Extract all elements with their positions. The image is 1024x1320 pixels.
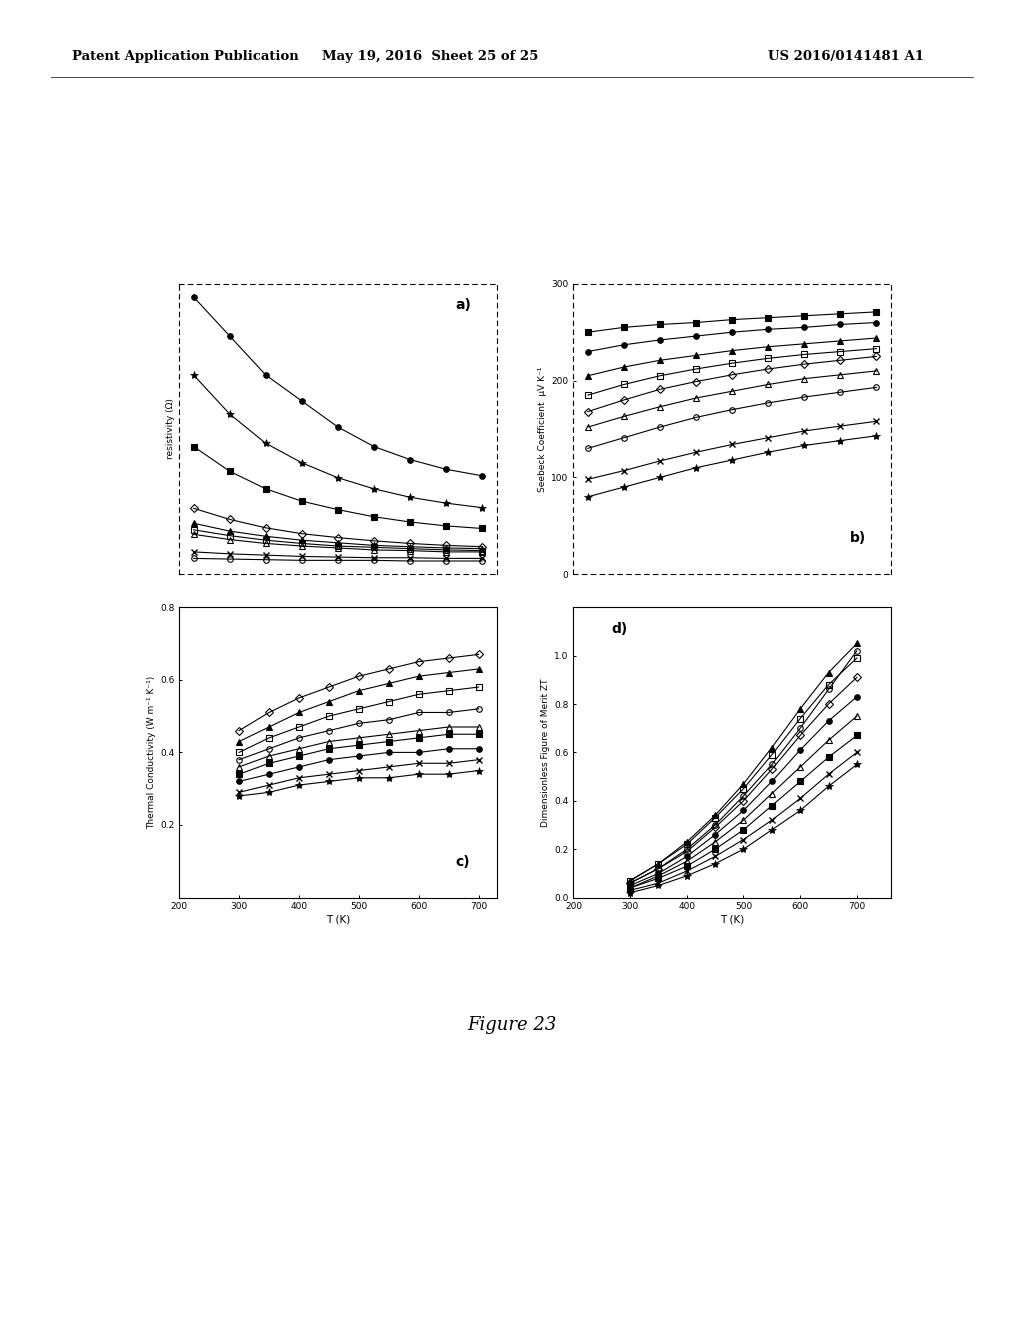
- Text: a): a): [456, 298, 471, 313]
- Text: d): d): [611, 622, 628, 636]
- Y-axis label: Seebeck Coefficient  μV K⁻¹: Seebeck Coefficient μV K⁻¹: [539, 367, 547, 491]
- Text: May 19, 2016  Sheet 25 of 25: May 19, 2016 Sheet 25 of 25: [322, 50, 539, 63]
- X-axis label: T (K): T (K): [326, 915, 350, 924]
- Y-axis label: Thermal Conductivity (W m⁻¹ K⁻¹): Thermal Conductivity (W m⁻¹ K⁻¹): [146, 676, 156, 829]
- X-axis label: T (K): T (K): [720, 915, 744, 924]
- Text: Patent Application Publication: Patent Application Publication: [72, 50, 298, 63]
- Text: Figure 23: Figure 23: [467, 1015, 557, 1034]
- Text: b): b): [850, 531, 866, 545]
- Text: c): c): [456, 854, 470, 869]
- Y-axis label: Dimensionless Figure of Merit ZT: Dimensionless Figure of Merit ZT: [541, 678, 550, 826]
- Y-axis label: resistivity (Ω): resistivity (Ω): [166, 399, 175, 459]
- Text: US 2016/0141481 A1: US 2016/0141481 A1: [768, 50, 924, 63]
